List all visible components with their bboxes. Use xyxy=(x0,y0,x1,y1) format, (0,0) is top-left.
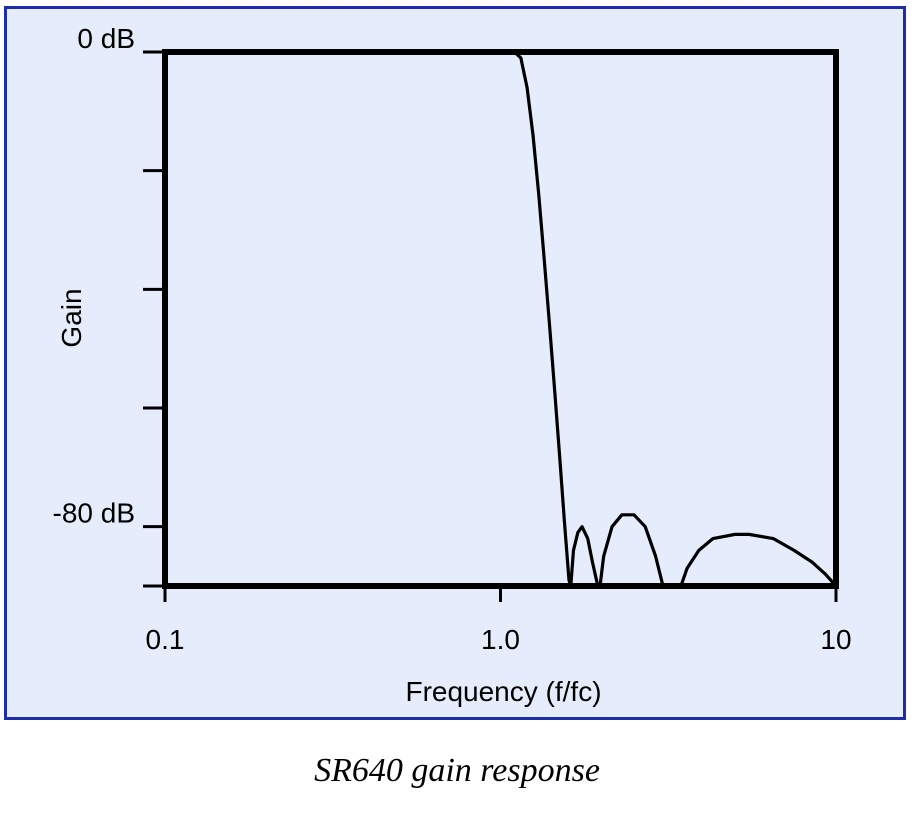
x-tick-label: 0.1 xyxy=(146,624,185,655)
chart-panel: 0 dB -80 dB 0.1 1.0 10 Frequency (f/fc) Gain xyxy=(4,6,906,720)
y-axis-label: Gain xyxy=(56,288,87,347)
y-tick-label: 0 dB xyxy=(77,23,135,54)
x-tick-label: 1.0 xyxy=(481,624,520,655)
gain-chart: 0 dB -80 dB 0.1 1.0 10 Frequency (f/fc) Gain xyxy=(53,23,852,707)
y-tick-label: -80 dB xyxy=(53,498,136,529)
plot-frame xyxy=(162,49,839,589)
figure-caption: SR640 gain response xyxy=(314,752,600,789)
x-axis-label: Frequency (f/fc) xyxy=(405,676,601,707)
gain-curve xyxy=(163,50,838,588)
x-tick-label: 10 xyxy=(820,624,851,655)
